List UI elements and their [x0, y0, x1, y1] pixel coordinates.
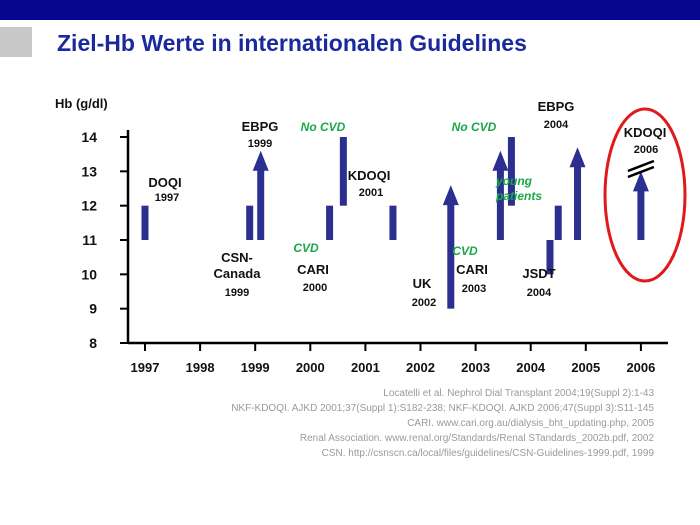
guideline-bar: [554, 205, 562, 240]
guideline-year: 2003: [462, 283, 486, 295]
x-tick-label: 2001: [351, 360, 380, 375]
guideline-arrow-shaft: [257, 169, 265, 240]
slide-title: Ziel-Hb Werte in internationalen Guideli…: [57, 30, 527, 56]
guideline-annotation: No CVD: [452, 120, 497, 134]
x-tick-label: 1999: [241, 360, 270, 375]
guideline-arrow-shaft: [574, 166, 582, 240]
guideline-label: KDOQI: [624, 125, 667, 140]
x-tick-label: 1997: [131, 360, 160, 375]
reference-line: Locatelli et al. Nephrol Dial Transplant…: [383, 388, 654, 399]
break-mark: [627, 165, 655, 179]
references: Locatelli et al. Nephrol Dial Transplant…: [134, 386, 654, 461]
guideline-bar: [141, 205, 149, 240]
guideline-arrow-shaft: [637, 190, 645, 240]
x-tick-label: 2002: [406, 360, 435, 375]
guideline-label: Canada: [214, 266, 262, 281]
guideline-year: 2001: [359, 187, 383, 199]
side-marker: [0, 27, 32, 57]
x-tick-label: 2004: [516, 360, 546, 375]
y-axis-label: Hb (g/dl): [55, 96, 108, 111]
x-tick-label: 2005: [571, 360, 600, 375]
guideline-annotation: No CVD: [301, 120, 346, 134]
guideline-annotation: young: [495, 174, 533, 188]
guideline-label: CARI: [456, 262, 488, 277]
x-tick-label: 2000: [296, 360, 325, 375]
guideline-bar: [389, 205, 397, 240]
guideline-annotation: CVD: [293, 241, 319, 255]
guideline-bar: [246, 205, 254, 240]
x-tick-label: 1998: [186, 360, 215, 375]
guideline-label: KDOQI: [348, 168, 391, 183]
y-tick-label: 11: [82, 232, 97, 248]
guideline-label: EBPG: [242, 119, 279, 134]
guideline-year: 2006: [634, 144, 658, 156]
guideline-arrow-shaft: [447, 204, 455, 309]
reference-line: Renal Association. www.renal.org/Standar…: [299, 433, 654, 444]
highlight-ellipse: [603, 107, 687, 283]
y-tick-label: 14: [81, 129, 97, 145]
guideline-year: 2002: [412, 297, 436, 309]
guideline-arrow-shaft: [496, 169, 504, 240]
guideline-arrow-head: [252, 150, 269, 171]
y-tick-label: 8: [89, 335, 97, 351]
guideline-annotation: patients: [495, 189, 542, 203]
guideline-label: DOQI: [148, 175, 181, 190]
guideline-year: 2004: [527, 287, 552, 299]
guideline-year: 1999: [225, 287, 249, 299]
x-tick-label: 2006: [626, 360, 655, 375]
break-mark: [627, 159, 655, 173]
y-tick-label: 10: [81, 266, 97, 282]
guideline-label: EBPG: [538, 99, 575, 114]
guideline-arrow-head: [569, 147, 586, 168]
guideline-arrow-head: [492, 150, 509, 171]
guideline-label: CARI: [297, 262, 329, 277]
y-tick-label: 9: [89, 301, 97, 317]
reference-line: CSN. http://csnscn.ca/local/files/guidel…: [321, 448, 654, 459]
guideline-annotation: CVD: [452, 244, 478, 258]
x-tick-label: 2003: [461, 360, 490, 375]
guideline-arrow-head: [632, 171, 649, 192]
y-tick-label: 13: [81, 163, 97, 179]
guideline-year: 1999: [248, 138, 272, 150]
guideline-arrow-head: [442, 185, 459, 206]
guideline-label: CSN-: [221, 250, 253, 265]
guideline-year: 2000: [303, 282, 327, 294]
guideline-label: UK: [413, 276, 432, 291]
guideline-bar: [339, 137, 347, 206]
y-tick-label: 12: [81, 198, 97, 214]
reference-line: NKF-KDOQI. AJKD 2001;37(Suppl 1):S182-23…: [231, 403, 654, 414]
guideline-label: JSDT: [522, 266, 555, 281]
reference-line: CARI. www.cari.org.au/dialysis_bht_updat…: [407, 418, 654, 429]
guideline-bar: [546, 240, 554, 275]
guideline-bar: [507, 137, 515, 206]
guideline-year: 1997: [155, 192, 179, 204]
guideline-year: 2004: [544, 119, 569, 131]
header-bar: [0, 0, 700, 20]
guideline-bar: [326, 205, 334, 240]
